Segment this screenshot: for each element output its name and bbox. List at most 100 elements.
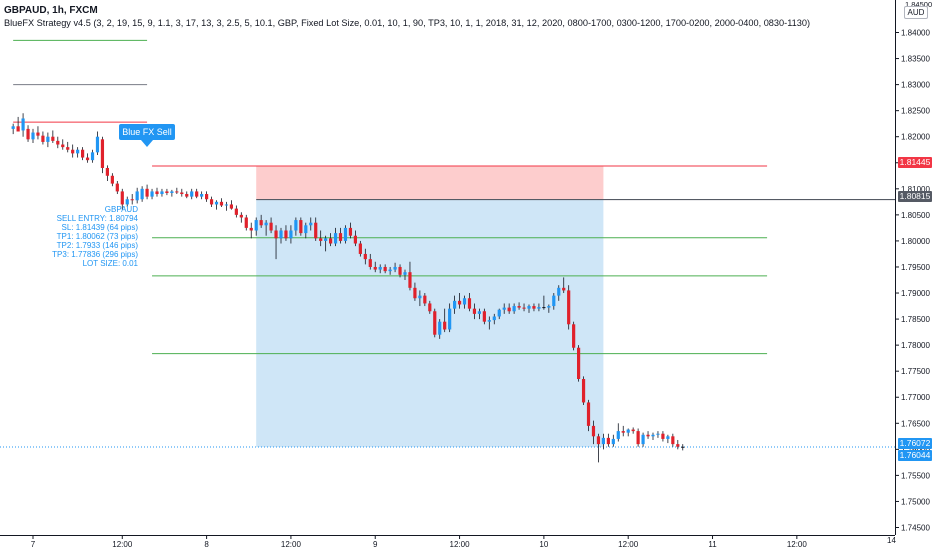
candle-body	[16, 126, 20, 132]
strategy-params: BlueFX Strategy v4.5 (3, 2, 19, 15, 9, 1…	[4, 18, 811, 28]
candle	[105, 165, 109, 181]
candle-body	[482, 311, 486, 322]
candle-body	[641, 434, 645, 445]
candle	[383, 264, 387, 274]
candle	[294, 217, 298, 236]
candle-body	[249, 227, 253, 231]
candle	[572, 321, 576, 351]
candle	[398, 264, 402, 278]
candle-body	[512, 306, 516, 312]
candle	[606, 433, 610, 447]
candle-body	[239, 214, 243, 218]
candle-body	[616, 431, 620, 439]
candle-body	[532, 306, 536, 309]
y-tick-label: 1.79500	[901, 263, 930, 272]
candle-body	[229, 204, 233, 209]
candle	[135, 187, 139, 204]
candle	[581, 376, 586, 406]
candle-body	[81, 149, 85, 158]
candle	[443, 308, 447, 333]
current-price-tag: 1.76072	[898, 438, 932, 449]
y-tick-label: 1.82000	[901, 133, 930, 142]
candle	[16, 116, 20, 132]
axis-top-label: 1.84500	[905, 0, 932, 9]
candle	[150, 188, 154, 200]
candle	[170, 189, 174, 197]
candle-body	[304, 225, 308, 234]
y-tick-label: 1.83500	[901, 55, 930, 64]
y-tick-label: 1.83000	[901, 81, 930, 90]
candle	[547, 304, 551, 313]
candle-body	[130, 199, 134, 201]
candle	[552, 293, 556, 310]
candle	[661, 431, 665, 442]
candle-body	[190, 191, 194, 197]
candle-body	[100, 139, 105, 168]
candle-body	[343, 227, 348, 241]
candle-body	[606, 437, 610, 445]
candle-body	[244, 217, 248, 228]
candle-body	[95, 136, 100, 153]
candle	[110, 173, 114, 187]
candle-body	[31, 132, 35, 140]
candle	[453, 295, 457, 314]
candle-body	[507, 307, 511, 312]
candle	[214, 200, 219, 210]
candle-body	[577, 347, 581, 379]
candle	[115, 181, 119, 195]
candle	[229, 200, 233, 210]
y-tick-label: 1.77000	[901, 393, 930, 402]
signal-tp2: TP2: 1.7933 (146 pips)	[56, 241, 138, 250]
candle-body	[140, 188, 144, 200]
candle	[666, 434, 670, 444]
candle	[224, 201, 229, 211]
sell-arrow-icon	[141, 140, 153, 147]
candle	[358, 240, 362, 257]
candle	[338, 227, 343, 244]
candle-body	[26, 128, 30, 140]
candle-body	[567, 290, 571, 325]
candle	[616, 423, 620, 442]
candle	[190, 188, 194, 200]
candle	[11, 123, 15, 135]
x-tick-label: 10	[539, 540, 548, 549]
candle	[517, 302, 521, 310]
y-tick-label: 1.81000	[901, 185, 930, 194]
candle-body	[467, 298, 472, 309]
candle	[333, 227, 338, 247]
candle	[46, 132, 50, 148]
signal-lot: LOT SIZE: 0.01	[82, 259, 138, 268]
candle-body	[274, 230, 278, 239]
candle-body	[329, 238, 333, 244]
candle	[309, 217, 313, 231]
candle-body	[596, 436, 601, 445]
candle	[393, 262, 397, 273]
candle	[36, 126, 40, 140]
y-tick-label: 1.75500	[901, 471, 930, 480]
currency-button[interactable]: AUD	[904, 6, 928, 19]
candle-body	[581, 379, 586, 403]
candle-body	[418, 295, 422, 299]
candle	[353, 230, 357, 247]
candle	[497, 308, 501, 320]
y-tick-label: 1.80500	[901, 211, 930, 220]
candle-body	[646, 434, 650, 437]
y-tick-label: 1.80000	[901, 237, 930, 246]
candle-body	[195, 191, 199, 197]
candle-body	[388, 269, 392, 272]
candle	[557, 285, 561, 301]
candle	[160, 188, 164, 197]
y-tick-label: 1.74500	[901, 524, 930, 533]
x-tick-label: 12:00	[450, 540, 471, 549]
candle-body	[656, 433, 660, 435]
candle-body	[155, 191, 159, 195]
candle	[61, 139, 65, 150]
candle-body	[353, 235, 357, 244]
candle-body	[591, 425, 596, 437]
candle	[611, 434, 615, 447]
candle-body	[408, 272, 412, 288]
candle-body	[373, 266, 377, 270]
candle-body	[333, 233, 338, 244]
